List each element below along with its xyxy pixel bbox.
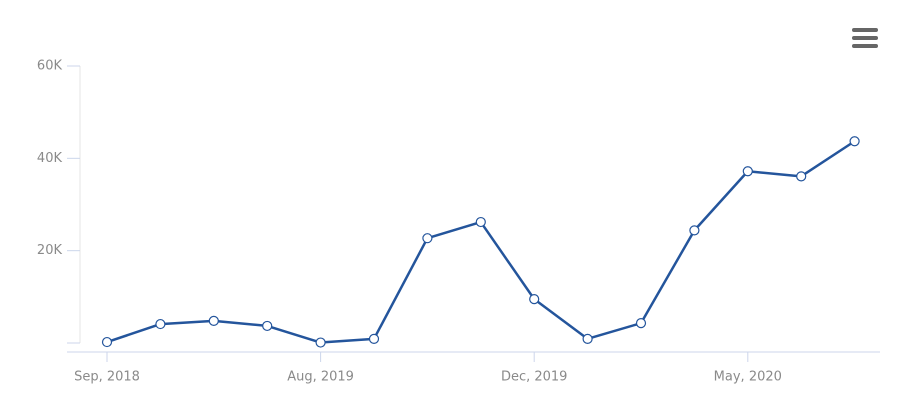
point-marker: [635, 318, 647, 329]
point-marker: [849, 136, 860, 147]
point-marker: [582, 333, 593, 344]
series-line: [106, 140, 856, 344]
point-marker: [422, 233, 433, 244]
point-marker: [208, 315, 219, 326]
menu-button[interactable]: [852, 28, 878, 48]
x-tick-label: Dec, 2019: [501, 370, 568, 385]
point-marker: [101, 336, 113, 348]
point-marker: [262, 320, 273, 332]
point-marker: [529, 294, 540, 305]
point-marker: [315, 337, 326, 348]
point-marker: [689, 225, 700, 236]
menu-bar: [852, 36, 878, 40]
menu-bar: [852, 28, 878, 32]
point-marker: [368, 333, 380, 344]
x-tick-label: May, 2020: [714, 370, 782, 385]
point-marker: [475, 216, 486, 228]
y-tick-label: 60K: [37, 59, 63, 74]
point-marker: [742, 166, 753, 177]
point-marker: [155, 318, 166, 330]
x-tick-label: Sep, 2018: [74, 370, 140, 385]
y-tick-label: 40K: [37, 151, 63, 166]
y-tick-label: 20K: [37, 243, 63, 258]
x-tick-label: Aug, 2019: [287, 370, 354, 385]
point-marker: [796, 171, 807, 182]
menu-bar: [852, 44, 878, 48]
